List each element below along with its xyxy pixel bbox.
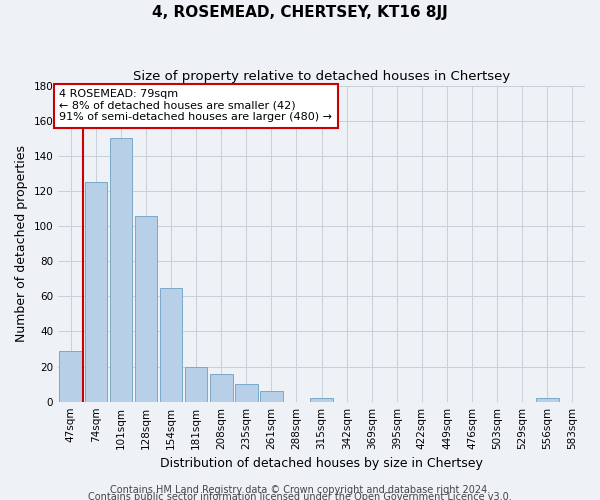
Bar (210, 374, 233, 402)
Title: Size of property relative to detached houses in Chertsey: Size of property relative to detached ho… (133, 70, 510, 83)
Bar (110, 138, 132, 402)
Bar (160, 288, 182, 402)
Bar (310, 398, 333, 402)
Text: Contains public sector information licensed under the Open Government Licence v3: Contains public sector information licen… (88, 492, 512, 500)
Bar (260, 391, 283, 402)
Bar (185, 366, 208, 402)
Bar (536, 398, 559, 402)
X-axis label: Distribution of detached houses by size in Chertsey: Distribution of detached houses by size … (160, 457, 483, 470)
Text: Contains HM Land Registry data © Crown copyright and database right 2024.: Contains HM Land Registry data © Crown c… (110, 485, 490, 495)
Bar (85, 182, 107, 402)
Text: 4, ROSEMEAD, CHERTSEY, KT16 8JJ: 4, ROSEMEAD, CHERTSEY, KT16 8JJ (152, 5, 448, 20)
Bar (59, 350, 82, 402)
Bar (134, 216, 157, 402)
Bar (235, 384, 257, 402)
Text: 4 ROSEMEAD: 79sqm
← 8% of detached houses are smaller (42)
91% of semi-detached : 4 ROSEMEAD: 79sqm ← 8% of detached house… (59, 89, 332, 122)
Y-axis label: Number of detached properties: Number of detached properties (15, 145, 28, 342)
